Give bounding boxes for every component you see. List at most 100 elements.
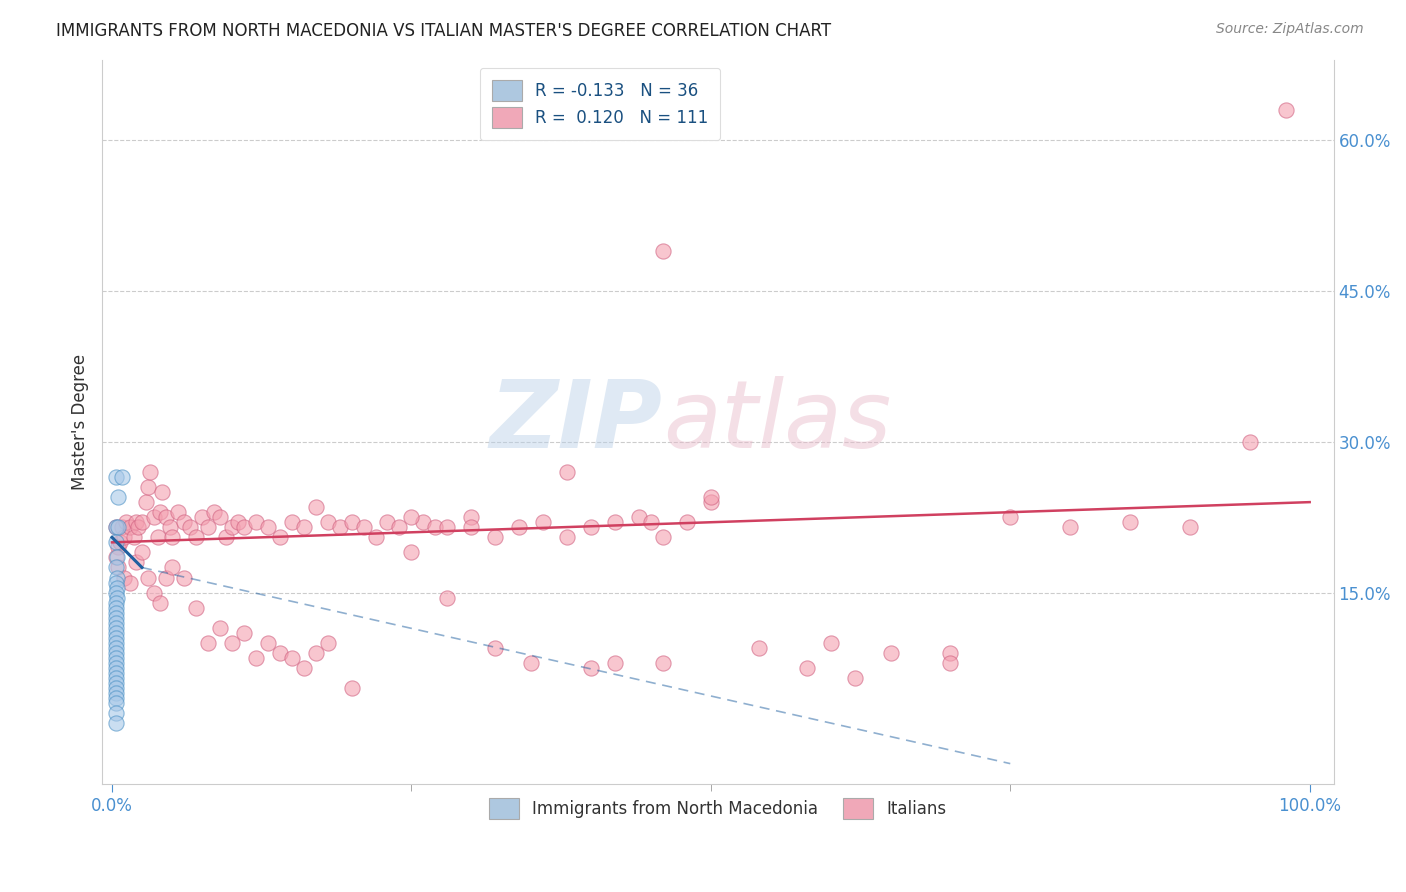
Point (304, 646, 326, 660)
Point (226, 515, 249, 529)
Point (104, 625, 127, 640)
Point (603, 656, 626, 670)
Point (135, 495, 157, 509)
Point (939, 656, 962, 670)
Point (280, 515, 302, 529)
Point (232, 520, 254, 534)
Point (531, 515, 554, 529)
Point (107, 490, 129, 504)
Point (197, 636, 219, 650)
Point (104, 585, 127, 599)
Point (110, 470, 132, 484)
Point (269, 646, 291, 660)
Point (104, 600, 127, 615)
Point (676, 515, 699, 529)
Point (104, 611, 127, 625)
Point (104, 676, 127, 690)
Point (104, 615, 127, 630)
Point (292, 661, 315, 675)
Point (1178, 520, 1201, 534)
Point (184, 600, 207, 615)
Point (460, 520, 482, 534)
Point (104, 560, 127, 574)
Point (105, 550, 128, 565)
Point (269, 530, 291, 544)
Point (215, 530, 238, 544)
Point (700, 490, 723, 504)
Point (155, 510, 177, 524)
Point (208, 510, 231, 524)
Point (122, 530, 145, 544)
Point (115, 515, 138, 529)
Point (388, 520, 411, 534)
Point (245, 651, 267, 665)
Point (939, 646, 962, 660)
Point (127, 520, 149, 534)
Point (304, 500, 326, 515)
Point (104, 596, 127, 610)
Point (652, 530, 675, 544)
Point (104, 691, 127, 706)
Point (104, 631, 127, 645)
Point (316, 636, 339, 650)
Point (436, 520, 458, 534)
Point (484, 530, 506, 544)
Point (256, 636, 278, 650)
Point (107, 541, 129, 555)
Point (292, 520, 315, 534)
Y-axis label: Master's Degree: Master's Degree (72, 353, 89, 490)
Point (1239, 434, 1261, 449)
Point (579, 520, 602, 534)
Point (221, 520, 243, 534)
Point (377, 515, 399, 529)
Point (167, 505, 190, 519)
Point (104, 636, 127, 650)
Point (1119, 515, 1142, 529)
Point (197, 520, 219, 534)
Point (104, 550, 127, 565)
Point (131, 545, 153, 559)
Point (118, 575, 141, 590)
Point (700, 495, 723, 509)
Point (184, 530, 207, 544)
Point (256, 520, 278, 534)
Point (208, 621, 231, 635)
Point (401, 510, 423, 524)
Point (125, 556, 148, 570)
Point (112, 570, 135, 584)
Point (104, 575, 127, 590)
Text: atlas: atlas (662, 376, 891, 467)
Point (232, 625, 254, 640)
Point (104, 651, 127, 665)
Point (436, 591, 458, 605)
Point (131, 515, 153, 529)
Point (104, 646, 127, 660)
Point (1059, 520, 1081, 534)
Point (104, 621, 127, 635)
Point (149, 505, 172, 519)
Point (104, 520, 127, 534)
Point (280, 651, 302, 665)
Point (245, 515, 267, 529)
Point (191, 510, 214, 524)
Point (173, 570, 195, 584)
Point (484, 640, 506, 655)
Point (110, 520, 132, 534)
Point (105, 581, 128, 595)
Point (104, 686, 127, 700)
Point (412, 515, 434, 529)
Point (508, 520, 530, 534)
Point (316, 515, 339, 529)
Point (401, 545, 423, 559)
Point (136, 480, 159, 494)
Point (159, 520, 181, 534)
Point (179, 520, 201, 534)
Point (104, 661, 127, 675)
Text: IMMIGRANTS FROM NORTH MACEDONIA VS ITALIAN MASTER'S DEGREE CORRELATION CHART: IMMIGRANTS FROM NORTH MACEDONIA VS ITALI… (56, 22, 831, 40)
Point (104, 470, 127, 484)
Point (555, 530, 578, 544)
Point (202, 505, 225, 519)
Point (104, 671, 127, 685)
Point (160, 560, 183, 574)
Point (652, 656, 675, 670)
